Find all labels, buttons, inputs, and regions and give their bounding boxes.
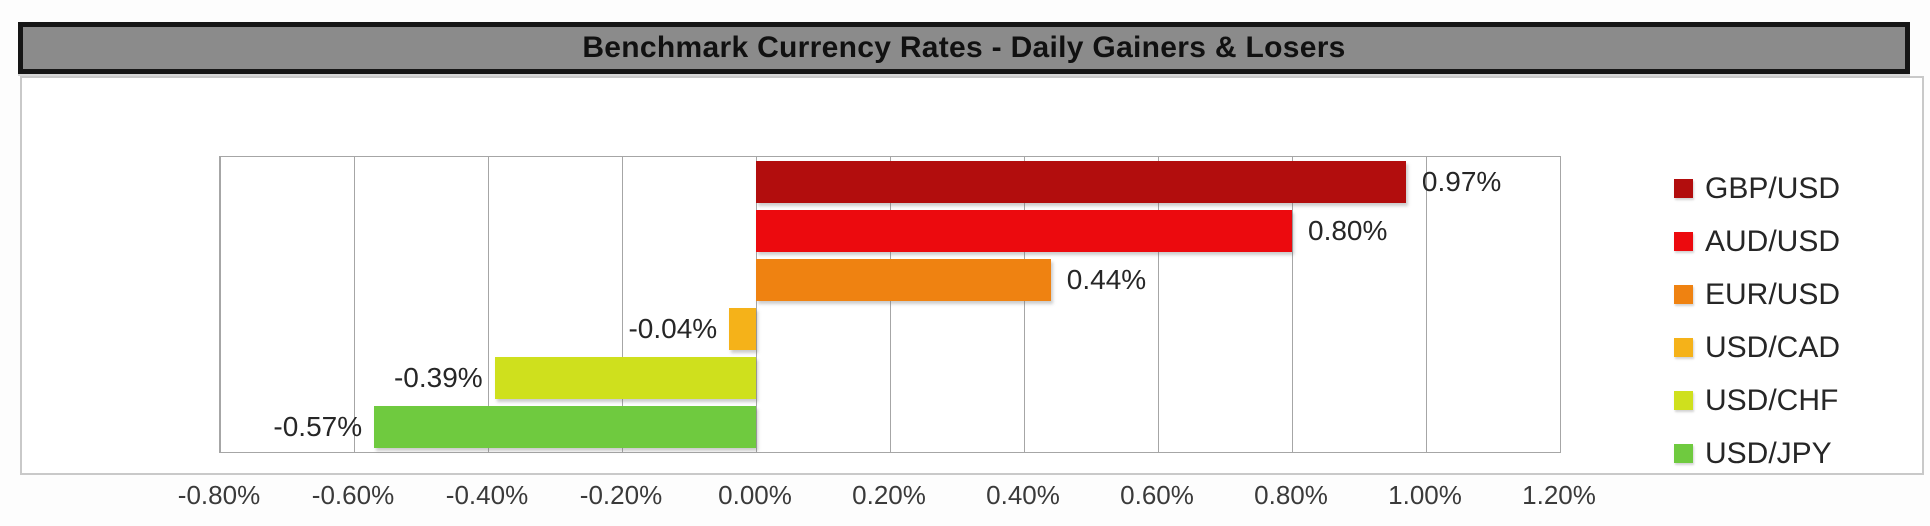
- gridline-1.20: [1559, 157, 1561, 452]
- x-axis-tick-label: 0.00%: [718, 480, 792, 510]
- chart-title-bar: Benchmark Currency Rates - Daily Gainers…: [18, 22, 1910, 74]
- x-axis-tick-label: -0.20%: [579, 480, 663, 510]
- data-label-usd-jpy: -0.57%: [273, 411, 363, 443]
- bar-gbp-usd: [756, 160, 1406, 203]
- legend-label: AUD/USD: [1705, 224, 1841, 258]
- legend-item-gbp-usd: GBP/USD: [1674, 162, 1840, 215]
- legend-item-aud-usd: AUD/USD: [1674, 215, 1840, 268]
- legend-item-eur-usd: EUR/USD: [1674, 268, 1840, 321]
- legend-label: USD/CAD: [1705, 330, 1841, 364]
- gridline-0.80: [1291, 157, 1293, 452]
- x-axis-tick-label: 0.20%: [852, 480, 926, 510]
- data-label-usd-chf: -0.39%: [393, 362, 483, 394]
- bar-usd-jpy: [374, 406, 756, 449]
- legend: GBP/USD AUD/USD EUR/USD USD/CAD USD/CHF USD/J…: [1674, 162, 1840, 480]
- bar-usd-chf: [494, 357, 756, 400]
- plot-area: 0.97% 0.80% 0.44% -0.04% -0.39% -0.57%: [219, 156, 1561, 453]
- legend-label: USD/JPY: [1705, 436, 1832, 470]
- gridline--0.40: [487, 157, 489, 452]
- bar-aud-usd: [756, 209, 1292, 252]
- legend-swatch-icon: [1674, 338, 1693, 357]
- x-axis-tick-label: 1.00%: [1388, 480, 1462, 510]
- legend-label: GBP/USD: [1705, 171, 1841, 205]
- legend-swatch-icon: [1674, 179, 1693, 198]
- data-label-aud-usd: 0.80%: [1308, 214, 1388, 246]
- legend-item-usd-jpy: USD/JPY: [1674, 427, 1840, 480]
- legend-label: USD/CHF: [1705, 383, 1839, 417]
- x-axis-tick-label: 1.20%: [1522, 480, 1596, 510]
- chart-area-frame: 0.97% 0.80% 0.44% -0.04% -0.39% -0.57% -0.80%…: [20, 76, 1924, 510]
- gridline-0.60: [1157, 157, 1159, 452]
- data-label-usd-cad: -0.04%: [628, 313, 718, 345]
- x-axis-tick-label: -0.60%: [311, 480, 395, 510]
- legend-label: EUR/USD: [1705, 277, 1841, 311]
- gridline-1.00: [1425, 157, 1427, 452]
- legend-item-usd-cad: USD/CAD: [1674, 321, 1840, 374]
- legend-item-usd-chf: USD/CHF: [1674, 374, 1840, 427]
- data-label-gbp-usd: 0.97%: [1421, 165, 1502, 197]
- gridline-0.00: [755, 157, 757, 452]
- legend-swatch-icon: [1674, 232, 1693, 251]
- x-axis-tick-label: 0.40%: [986, 480, 1060, 510]
- bar-usd-cad: [729, 308, 756, 351]
- legend-swatch-icon: [1674, 444, 1693, 463]
- gridline-0.40: [1023, 157, 1025, 452]
- gridline--0.20: [621, 157, 623, 452]
- legend-swatch-icon: [1674, 285, 1693, 304]
- x-axis-tick-label: 0.60%: [1120, 480, 1194, 510]
- gridline--0.80: [219, 157, 221, 452]
- bar-eur-usd: [756, 258, 1051, 301]
- chart-title: Benchmark Currency Rates - Daily Gainers…: [582, 31, 1346, 64]
- legend-swatch-icon: [1674, 391, 1693, 410]
- gridline--0.60: [353, 157, 355, 452]
- x-axis-tick-label: -0.40%: [445, 480, 529, 510]
- x-axis-tick-label: -0.80%: [177, 480, 261, 510]
- x-axis: -0.80% -0.60% -0.40% -0.20% 0.00% 0.20% 0.40% 0…: [178, 476, 1596, 514]
- gridline-0.20: [889, 157, 891, 452]
- x-axis-tick-label: 0.80%: [1254, 480, 1328, 510]
- data-label-eur-usd: 0.44%: [1066, 263, 1147, 295]
